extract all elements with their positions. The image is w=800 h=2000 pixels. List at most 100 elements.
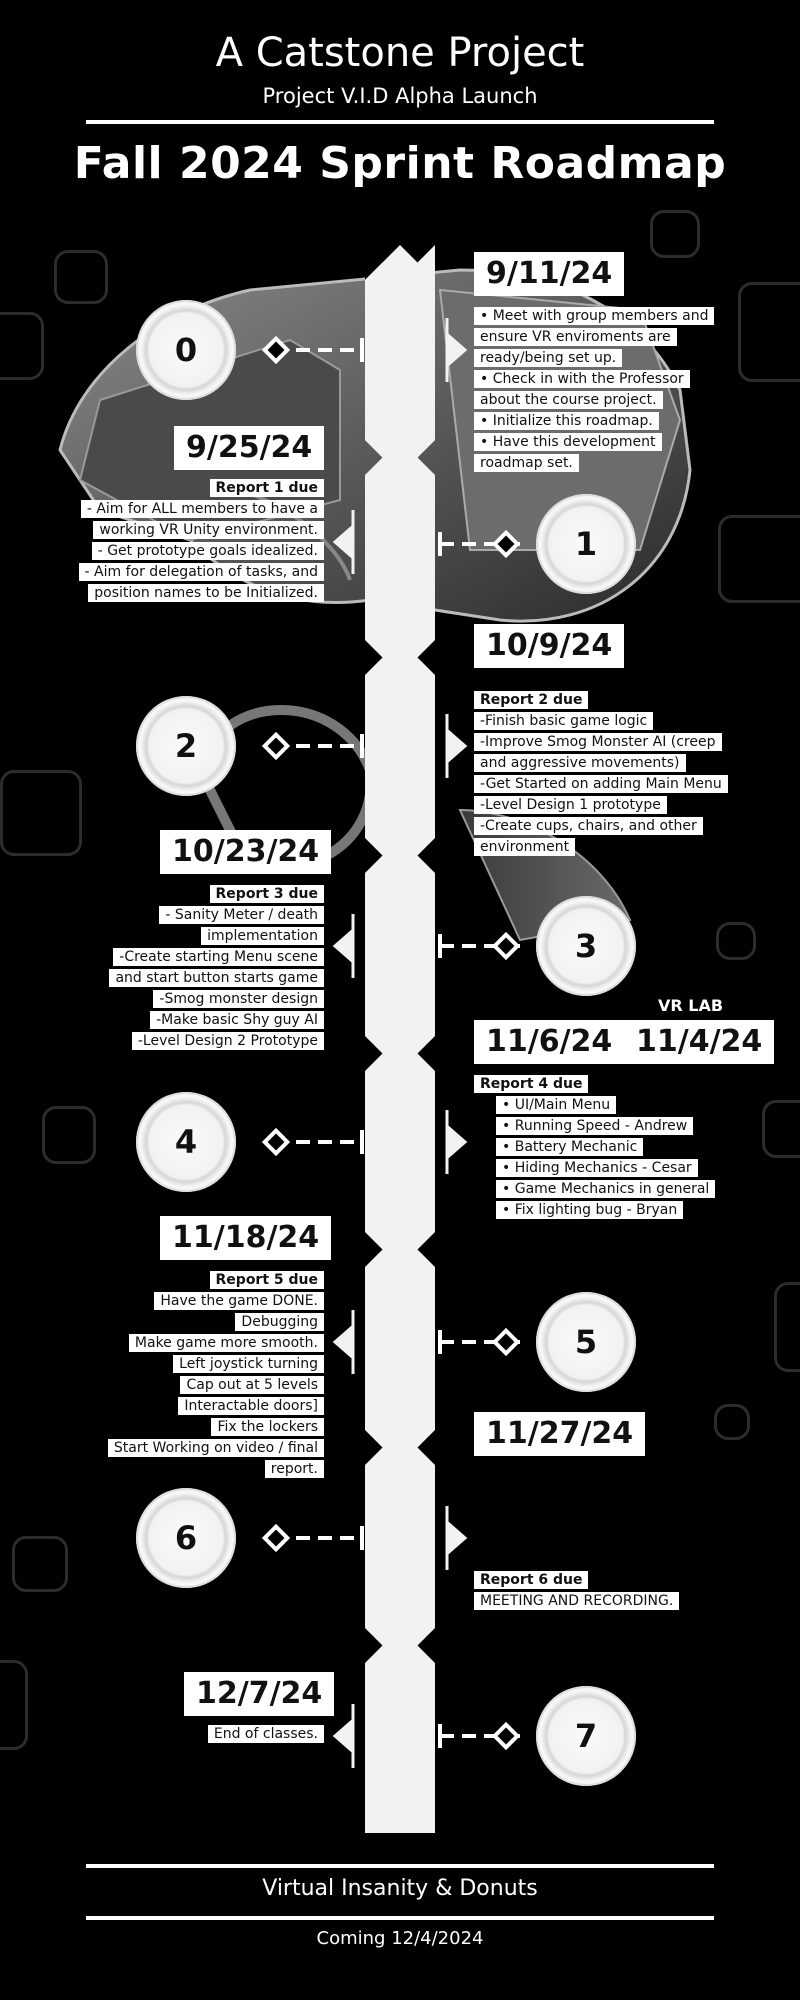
- report-label: Report 2 due: [474, 691, 589, 709]
- milestone-node-5: 5: [536, 1292, 636, 1392]
- text-line: Cap out at 5 levels: [180, 1376, 324, 1394]
- text-line: position names to be Initialized.: [88, 584, 324, 602]
- list-item: Running Speed - Andrew: [496, 1116, 754, 1137]
- text-line: - Get prototype goals idealized.: [91, 542, 324, 560]
- text-line: Fix the lockers: [211, 1418, 324, 1436]
- arrow-pointer-icon: [445, 1110, 468, 1174]
- decor-square: [716, 922, 756, 960]
- text-line: -Smog monster design: [153, 990, 324, 1008]
- text-line: Make game more smooth.: [128, 1334, 324, 1352]
- list-item: Game Mechanics in general: [496, 1179, 754, 1200]
- decor-square: [762, 1100, 800, 1158]
- text-line: - Aim for ALL members to have a: [80, 500, 324, 518]
- text-line: Debugging: [235, 1313, 324, 1331]
- text-line: Interactable doors]: [178, 1397, 324, 1415]
- list-item: Have this development roadmap set.: [474, 432, 710, 474]
- text-line: working VR Unity environment.: [93, 521, 324, 539]
- text-line: MEETING AND RECORDING.: [474, 1592, 680, 1610]
- milestone-date: 11/27/24: [474, 1412, 646, 1456]
- report-label: Report 5 due: [209, 1271, 324, 1289]
- text-line: and start button starts game: [109, 969, 324, 987]
- divider: [86, 1864, 714, 1868]
- milestone-node-2: 2: [136, 696, 236, 796]
- milestone-date: 11/6/24: [474, 1020, 625, 1064]
- milestone-node-3: 3: [536, 896, 636, 996]
- divider: [86, 1916, 714, 1920]
- text-line: -Improve Smog Monster AI (creep: [474, 733, 722, 751]
- decor-square: [42, 1106, 96, 1164]
- decor-square: [714, 1404, 750, 1440]
- decor-square: [718, 515, 800, 603]
- list-item: Battery Mechanic: [496, 1137, 754, 1158]
- decor-square: [54, 250, 108, 304]
- milestone-details-3: Report 3 due - Sanity Meter / death impl…: [74, 884, 324, 1052]
- milestone-details-4: Report 4 due UI/Main Menu Running Speed …: [474, 1074, 754, 1221]
- text-line: -Create starting Menu scene: [113, 948, 324, 966]
- milestone-date: 12/7/24: [184, 1672, 335, 1716]
- list-item: UI/Main Menu: [496, 1095, 754, 1116]
- diamond-connector-icon: [491, 1327, 521, 1357]
- text-line: -Level Design 2 Prototype: [131, 1032, 324, 1050]
- decor-square: [0, 1660, 28, 1750]
- milestone-date: 9/11/24: [474, 252, 625, 296]
- text-line: -Create cups, chairs, and other: [474, 817, 703, 835]
- milestone-date: 10/23/24: [160, 830, 332, 874]
- report-label: Report 6 due: [474, 1571, 589, 1589]
- milestone-node-7: 7: [536, 1686, 636, 1786]
- list-item: Initialize this roadmap.: [474, 411, 710, 432]
- text-line: Have the game DONE.: [154, 1292, 324, 1310]
- list-item: Fix lighting bug - Bryan: [496, 1200, 754, 1221]
- milestone-node-0: 0: [136, 300, 236, 400]
- diamond-connector-icon: [261, 1127, 291, 1157]
- footer-date: Coming 12/4/2024: [316, 1928, 484, 1949]
- text-line: implementation: [201, 927, 324, 945]
- text-line: report.: [264, 1460, 324, 1478]
- text-line: -Make basic Shy guy AI: [150, 1011, 324, 1029]
- milestone-date: 11/18/24: [160, 1216, 332, 1260]
- milestone-details-6: Report 6 due MEETING AND RECORDING.: [474, 1570, 754, 1612]
- text-line: - Aim for delegation of tasks, and: [78, 563, 324, 581]
- project-subtitle: Project V.I.D Alpha Launch: [262, 84, 538, 108]
- milestone-details-2: Report 2 due -Finish basic game logic -I…: [474, 690, 754, 858]
- milestone-date: 10/9/24: [474, 624, 625, 668]
- text-line: -Finish basic game logic: [474, 712, 654, 730]
- milestone-date: 9/25/24: [174, 426, 325, 470]
- text-line: Start Working on video / final: [107, 1439, 324, 1457]
- milestone-details-7: End of classes.: [124, 1724, 324, 1745]
- list-item: Meet with group members and ensure VR en…: [474, 306, 715, 369]
- vr-lab-date: 11/4/24: [624, 1020, 775, 1064]
- page-title: Fall 2024 Sprint Roadmap: [73, 138, 727, 189]
- vr-lab-label: VR LAB: [658, 996, 724, 1015]
- text-line: -Get Started on adding Main Menu: [474, 775, 728, 793]
- milestone-node-1: 1: [536, 494, 636, 594]
- text-line: -Level Design 1 prototype: [474, 796, 667, 814]
- milestone-details-0: Meet with group members and ensure VR en…: [474, 306, 715, 474]
- footer-title: Virtual Insanity & Donuts: [262, 1876, 538, 1901]
- diamond-connector-icon: [491, 1721, 521, 1751]
- milestone-node-4: 4: [136, 1092, 236, 1192]
- milestone-details-1: Report 1 due - Aim for ALL members to ha…: [56, 478, 324, 604]
- decor-square: [774, 1282, 800, 1372]
- list-item: Check in with the Professor about the co…: [474, 369, 710, 411]
- text-line: and aggressive movements): [474, 754, 686, 772]
- arrow-pointer-icon: [332, 1704, 355, 1768]
- decor-square: [0, 770, 82, 856]
- milestone-node-6: 6: [136, 1488, 236, 1588]
- decor-square: [650, 210, 700, 258]
- report-label: Report 3 due: [209, 885, 324, 903]
- decor-square: [0, 312, 44, 380]
- divider: [86, 120, 714, 124]
- text-line: - Sanity Meter / death: [159, 906, 324, 924]
- diamond-connector-icon: [261, 1523, 291, 1553]
- arrow-pointer-icon: [445, 1506, 468, 1570]
- report-label: Report 1 due: [209, 479, 324, 497]
- milestone-details-5: Report 5 due Have the game DONE. Debuggi…: [64, 1270, 324, 1480]
- report-label: Report 4 due: [474, 1075, 589, 1093]
- decor-square: [738, 282, 800, 382]
- text-line: End of classes.: [207, 1725, 324, 1743]
- text-line: environment: [474, 838, 576, 856]
- list-item: Hiding Mechanics - Cesar: [496, 1158, 754, 1179]
- arrow-pointer-icon: [332, 1310, 355, 1374]
- text-line: Left joystick turning: [173, 1355, 324, 1373]
- project-title: A Catstone Project: [215, 30, 585, 76]
